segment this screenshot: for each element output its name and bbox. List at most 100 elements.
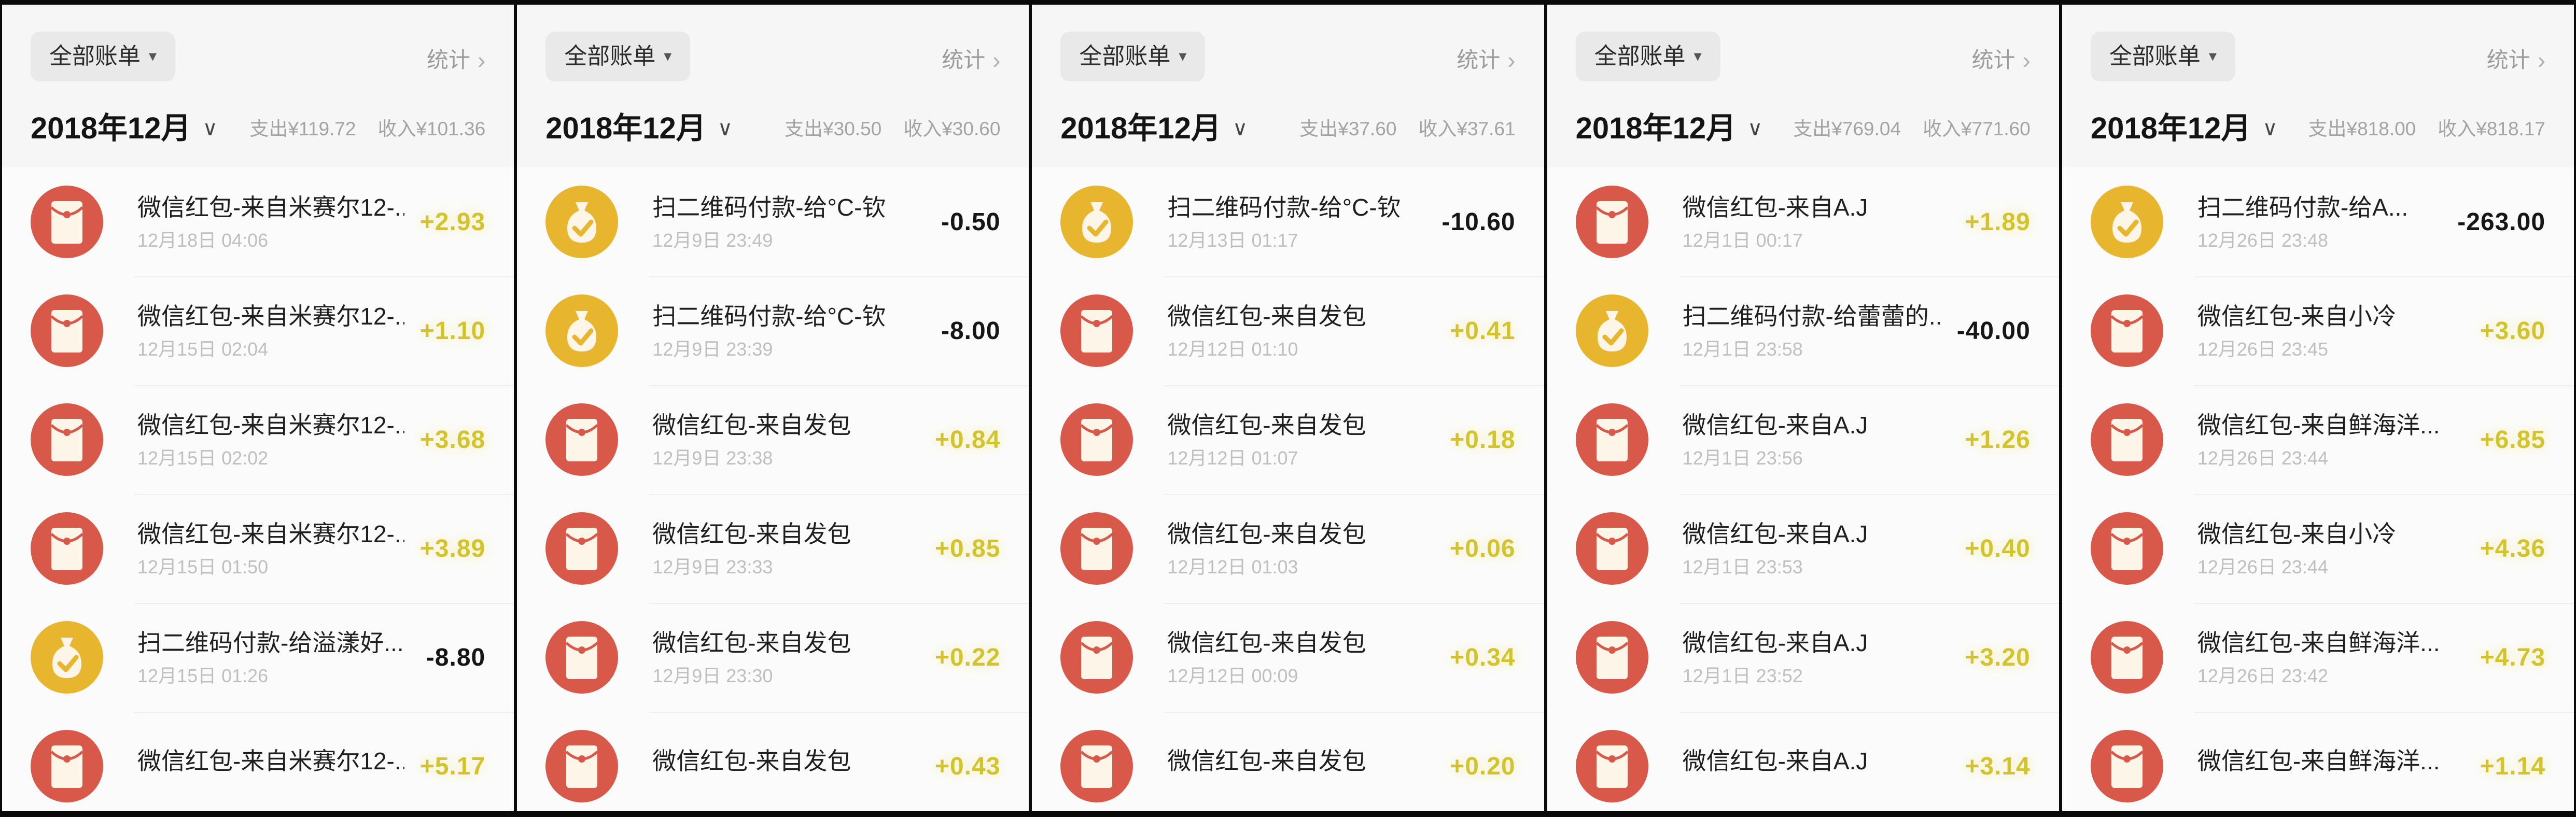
transaction-date: 12月9日 23:39 [652, 339, 773, 360]
transaction-row[interactable]: 微信红包-来自米赛尔12-... +5.17 [2, 712, 514, 811]
statistics-link[interactable]: 统计 › [1457, 48, 1515, 72]
transaction-row[interactable]: 微信红包-来自发包 12月12日 00:09 +0.34 [1032, 603, 1544, 712]
month-selector[interactable]: 2018年12月 ∨ [31, 114, 218, 144]
transaction-row[interactable]: 微信红包-来自发包 12月9日 23:38 +0.84 [517, 385, 1029, 494]
transaction-row[interactable]: 微信红包-来自米赛尔12-... 12月15日 02:02 +3.68 [2, 385, 514, 494]
transaction-title: 微信红包-来自发包 [1167, 747, 1366, 774]
expense-summary: 支出¥37.60 [1299, 118, 1397, 139]
red-envelope-icon [1575, 186, 1648, 258]
transaction-row[interactable]: 微信红包-来自A.J +3.14 [1547, 712, 2059, 811]
statistics-link[interactable]: 统计 › [427, 48, 485, 72]
transaction-texts: 扫二维码付款-给蕾蕾的... 12月1日 23:58 [1683, 303, 1941, 359]
chevron-down-icon: ▾ [2208, 48, 2217, 65]
all-bills-dropdown[interactable]: 全部账单 ▾ [1575, 32, 1720, 81]
expense-summary: 支出¥119.72 [249, 118, 356, 139]
transaction-row[interactable]: 扫二维码付款-给°C-钦 12月9日 23:39 -8.00 [517, 276, 1029, 385]
transaction-row[interactable]: 微信红包-来自A.J 12月1日 23:56 +1.26 [1547, 385, 2059, 494]
transaction-texts: 微信红包-来自鲜海洋... 12月26日 23:42 [2197, 629, 2465, 686]
all-bills-dropdown-label: 全部账单 [1594, 44, 1686, 69]
transaction-row[interactable]: 微信红包-来自米赛尔12-... 12月18日 04:06 +2.93 [2, 167, 514, 276]
transaction-row[interactable]: 微信红包-来自鲜海洋... 12月26日 23:42 +4.73 [2062, 603, 2574, 712]
month-row: 2018年12月 ∨ 支出¥37.60 收入¥37.61 [1032, 81, 1544, 167]
transaction-row[interactable]: 微信红包-来自A.J 12月1日 00:17 +1.89 [1547, 167, 2059, 276]
transaction-row[interactable]: 扫二维码付款-给°C-钦 12月9日 23:49 -0.50 [517, 167, 1029, 276]
transaction-date: 12月12日 01:10 [1167, 339, 1298, 360]
statistics-link[interactable]: 统计 › [942, 48, 1000, 72]
transaction-row[interactable]: 微信红包-来自A.J 12月1日 23:53 +0.40 [1547, 494, 2059, 603]
all-bills-dropdown[interactable]: 全部账单 ▾ [545, 32, 691, 81]
transaction-title: 微信红包-来自A.J [1682, 193, 1868, 221]
expense-summary: 支出¥30.50 [785, 118, 882, 139]
transaction-icon [1060, 512, 1133, 585]
transaction-date: 12月15日 02:02 [137, 447, 269, 469]
red-envelope-icon [2090, 294, 2163, 367]
transaction-texts: 微信红包-来自鲜海洋... [2197, 748, 2465, 785]
all-bills-dropdown[interactable]: 全部账单 ▾ [1060, 32, 1206, 81]
transaction-row[interactable]: 扫二维码付款-给A... 12月26日 23:48 -263.00 [2062, 167, 2574, 276]
month-selector[interactable]: 2018年12月 ∨ [2091, 114, 2278, 144]
transaction-amount: +5.17 [419, 752, 486, 780]
transaction-icon [545, 621, 619, 694]
transaction-row[interactable]: 微信红包-来自米赛尔12-... 12月15日 02:04 +1.10 [2, 276, 514, 385]
month-summary: 支出¥769.04 收入¥771.60 [1793, 119, 2031, 138]
month-label: 2018年12月 [1575, 111, 1737, 145]
transaction-texts: 微信红包-来自米赛尔12-... 12月15日 01:50 [137, 520, 404, 577]
month-selector[interactable]: 2018年12月 ∨ [1576, 114, 1763, 144]
red-envelope-icon [1575, 512, 1648, 585]
month-selector[interactable]: 2018年12月 ∨ [1060, 114, 1248, 144]
month-row: 2018年12月 ∨ 支出¥769.04 收入¥771.60 [1547, 81, 2059, 167]
month-summary: 支出¥818.00 收入¥818.17 [2308, 119, 2546, 138]
transaction-row[interactable]: 扫二维码付款-给蕾蕾的... 12月1日 23:58 -40.00 [1547, 276, 2059, 385]
bill-panel: 全部账单 ▾ 统计 › 2018年12月 ∨ 支出¥119.72 收入¥101.… [2, 5, 514, 811]
red-envelope-icon [1575, 621, 1648, 694]
transaction-row[interactable]: 微信红包-来自鲜海洋... +1.14 [2062, 712, 2574, 811]
month-summary: 支出¥119.72 收入¥101.36 [249, 119, 485, 138]
transaction-icon [545, 403, 619, 476]
transaction-row[interactable]: 微信红包-来自发包 12月12日 01:10 +0.41 [1032, 276, 1544, 385]
transaction-row[interactable]: 微信红包-来自小冷 12月26日 23:45 +3.60 [2062, 276, 2574, 385]
chevron-down-icon: ∨ [202, 117, 218, 140]
red-envelope-icon [2090, 621, 2163, 694]
transaction-amount: +3.89 [419, 534, 486, 562]
red-envelope-icon [1060, 403, 1133, 476]
all-bills-dropdown-label: 全部账单 [49, 44, 141, 69]
panel-header: 全部账单 ▾ 统计 › [1547, 5, 2059, 81]
transaction-date: 12月1日 23:56 [1682, 447, 1803, 469]
transaction-row[interactable]: 扫二维码付款-给°C-钦 12月13日 01:17 -10.60 [1032, 167, 1544, 276]
transaction-date: 12月1日 23:53 [1682, 556, 1803, 578]
month-label: 2018年12月 [1060, 111, 1221, 145]
statistics-link[interactable]: 统计 › [2487, 48, 2545, 72]
statistics-link-label: 统计 [1971, 48, 2015, 72]
money-bag-icon [1575, 294, 1648, 367]
panel-header: 全部账单 ▾ 统计 › [2062, 5, 2574, 81]
transaction-row[interactable]: 微信红包-来自A.J 12月1日 23:52 +3.20 [1547, 603, 2059, 712]
transaction-icon [31, 512, 103, 585]
transaction-row[interactable]: 微信红包-来自发包 12月12日 01:07 +0.18 [1032, 385, 1544, 494]
transaction-icon [2090, 730, 2163, 802]
transaction-row[interactable]: 微信红包-来自鲜海洋... 12月26日 23:44 +6.85 [2062, 385, 2574, 494]
transaction-row[interactable]: 微信红包-来自发包 +0.20 [1032, 712, 1544, 811]
transaction-row[interactable]: 微信红包-来自发包 12月9日 23:33 +0.85 [517, 494, 1029, 603]
transaction-row[interactable]: 微信红包-来自发包 12月12日 01:03 +0.06 [1032, 494, 1544, 603]
transaction-row[interactable]: 微信红包-来自发包 +0.43 [517, 712, 1029, 811]
income-summary: 收入¥37.61 [1418, 118, 1516, 139]
transaction-row[interactable]: 微信红包-来自发包 12月9日 23:30 +0.22 [517, 603, 1029, 712]
transaction-texts: 扫二维码付款-给溢漾好... 12月15日 01:26 [137, 629, 411, 686]
all-bills-dropdown[interactable]: 全部账单 ▾ [31, 32, 176, 81]
transaction-row[interactable]: 微信红包-来自小冷 12月26日 23:44 +4.36 [2062, 494, 2574, 603]
transaction-amount: -40.00 [1956, 317, 2031, 345]
income-summary: 收入¥818.17 [2438, 118, 2546, 139]
transaction-icon [545, 186, 619, 258]
transaction-amount: +3.20 [1965, 643, 2031, 671]
transaction-title: 扫二维码付款-给A... [2197, 193, 2409, 221]
transaction-amount: +1.14 [2480, 752, 2546, 780]
transaction-amount: -0.50 [941, 208, 1001, 236]
transaction-row[interactable]: 扫二维码付款-给溢漾好... 12月15日 01:26 -8.80 [2, 603, 514, 712]
statistics-link[interactable]: 统计 › [1971, 48, 2030, 72]
panel-header: 全部账单 ▾ 统计 › [1032, 5, 1544, 81]
all-bills-dropdown[interactable]: 全部账单 ▾ [2090, 32, 2235, 81]
transaction-row[interactable]: 微信红包-来自米赛尔12-... 12月15日 01:50 +3.89 [2, 494, 514, 603]
month-selector[interactable]: 2018年12月 ∨ [545, 114, 733, 144]
transaction-icon [545, 512, 619, 585]
transaction-icon [1575, 294, 1648, 367]
